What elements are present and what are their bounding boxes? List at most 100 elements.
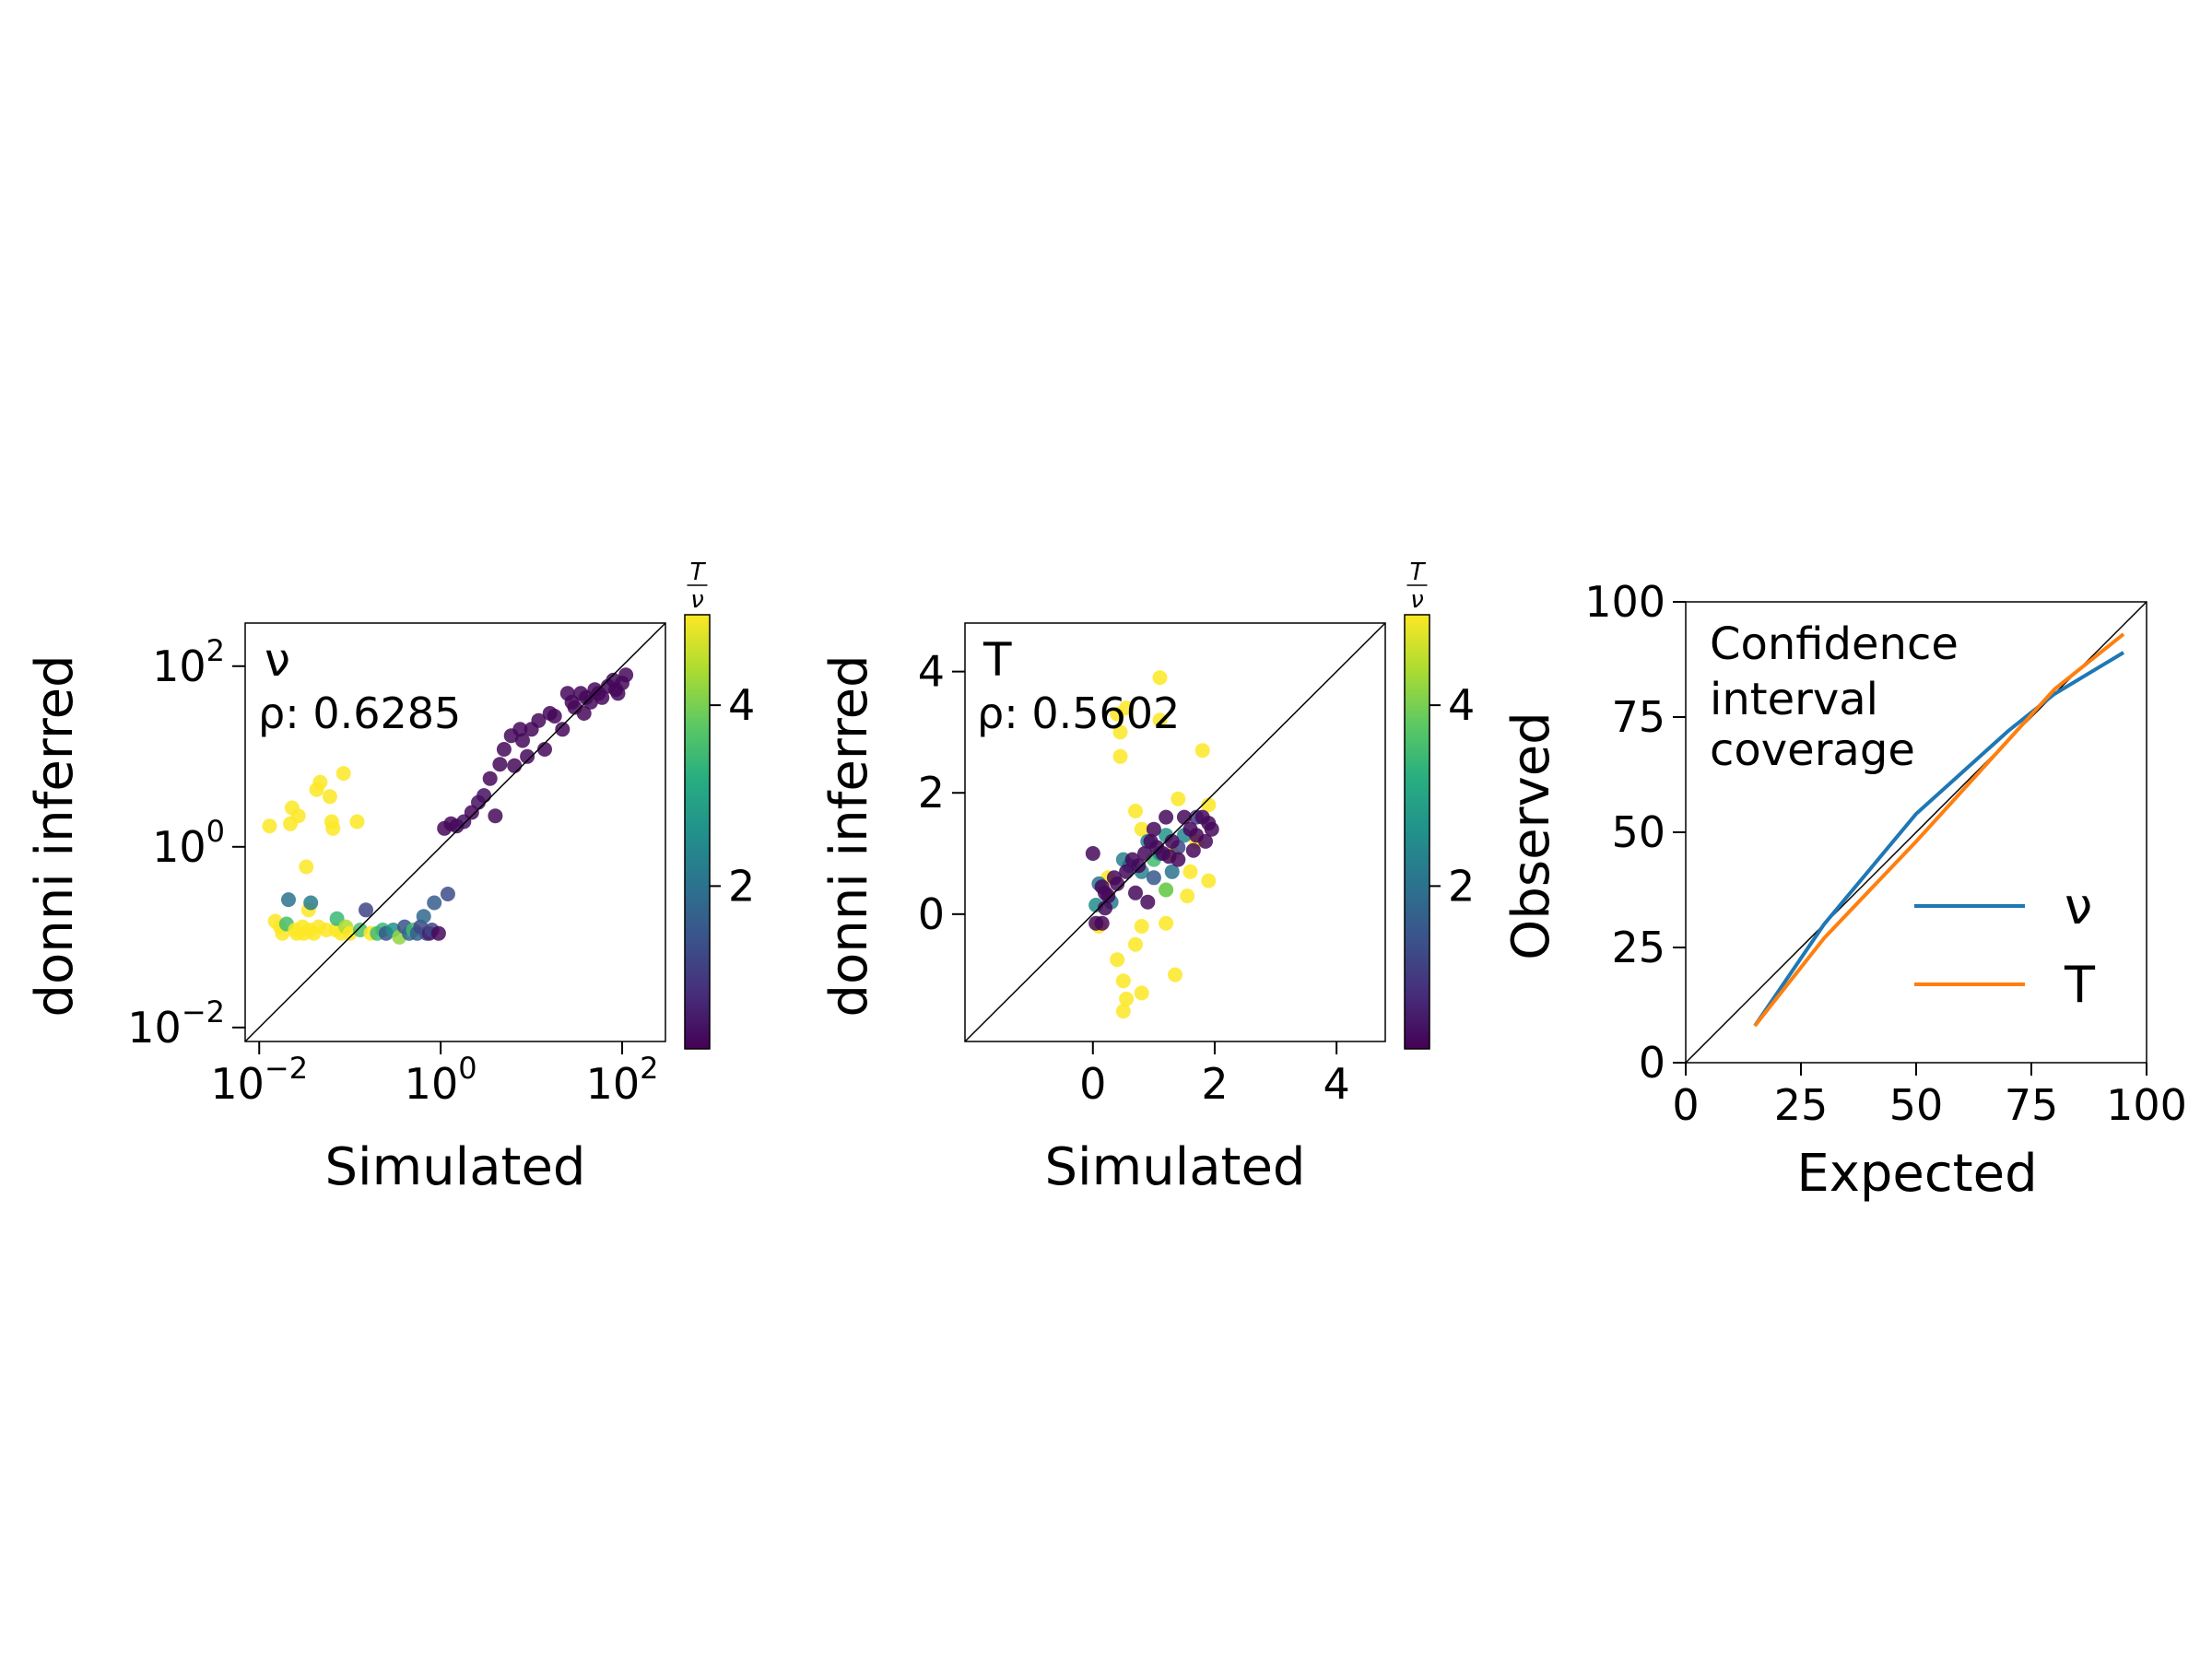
nu-plot-frame: [244, 622, 666, 1042]
coverage-title-line-3: coverage: [1710, 724, 1915, 776]
nu-scatter-point: [477, 788, 492, 804]
coverage-panel: Confidence interval coverage Expected Ob…: [1501, 577, 2187, 1204]
nu-scatter-points: [262, 667, 634, 945]
t-scatter-point: [1115, 973, 1131, 989]
nu-scatter-point: [312, 774, 328, 790]
nu-scatter-point: [335, 766, 351, 782]
t-y-axis-label: donni inferred: [819, 654, 879, 1017]
t-scatter-point: [1164, 833, 1180, 849]
coverage-series-line-t: [1753, 632, 2125, 1028]
t-x-axis-label: Simulated: [1045, 1137, 1306, 1197]
t-scatter-point: [1152, 712, 1168, 728]
nu-correlation-annotation: ρ: 0.6285: [258, 688, 461, 738]
nu-identity-line: [244, 622, 666, 1042]
t-correlation-annotation: ρ: 0.5602: [977, 688, 1180, 738]
t-scatter-point: [1119, 864, 1135, 879]
nu-scatter-point: [427, 895, 442, 911]
nu-scatter-point: [618, 667, 634, 683]
t-scatter-point: [1164, 864, 1180, 879]
nu-scatter-point: [482, 771, 498, 786]
nu-scatter-point: [281, 892, 296, 908]
nu-panel-label: ν: [265, 633, 290, 687]
nu-scatter-point: [564, 694, 580, 710]
nu-y-tick-label: 10−2: [127, 994, 225, 1053]
t-scatter-point: [1128, 936, 1143, 952]
coverage-x-tick-label: 50: [1889, 1080, 1944, 1130]
legend-label-nu: ν: [2065, 877, 2092, 935]
nu-scatter-point: [594, 689, 610, 705]
coverage-x-tick-label: 25: [1774, 1080, 1829, 1130]
nu-y-axis-label: donni inferred: [25, 654, 85, 1017]
t-scatter-point: [1088, 915, 1104, 931]
nu-scatter-point: [359, 902, 373, 918]
t-scatter-point: [1159, 915, 1174, 931]
nu-y-tick-label: 102: [152, 633, 225, 691]
t-x-tick-label: 0: [1079, 1059, 1106, 1109]
t-scatter-point: [1194, 743, 1210, 759]
t-y-tick-label: 0: [918, 889, 945, 939]
t-scatter-point: [1198, 833, 1213, 849]
t-panel-label: T: [982, 633, 1012, 687]
t-plot-frame: [964, 622, 1386, 1042]
nu-scatter-point: [537, 742, 552, 757]
coverage-y-tick-label: 50: [1611, 807, 1665, 857]
nu-scatter-point: [430, 925, 446, 941]
coverage-x-tick-label: 75: [2005, 1080, 2059, 1130]
t-scatter-points: [1085, 670, 1219, 1019]
nu-scatter-point: [303, 895, 319, 911]
t-identity-line: [964, 622, 1386, 1042]
nu-x-tick-label: 100: [405, 1051, 477, 1109]
t-scatter-point: [1201, 873, 1217, 888]
coverage-y-axis-label: Observed: [1501, 712, 1561, 959]
nu-colorbar-label-numerator: T: [690, 559, 707, 586]
t-scatter-point: [1112, 724, 1128, 740]
t-colorbar-label-denominator: ν: [1410, 586, 1424, 614]
nu-scatter-point: [576, 706, 592, 721]
t-scatter-point: [1161, 849, 1177, 865]
t-scatter-point: [1176, 809, 1192, 825]
t-scatter-point: [1146, 821, 1161, 837]
t-scatter-point: [1134, 919, 1149, 934]
coverage-y-tick-label: 100: [1584, 577, 1665, 627]
t-scatter-point: [1134, 985, 1149, 1001]
nu-y-tick-label: 100: [152, 814, 225, 872]
t-scatter-point: [1182, 864, 1198, 879]
t-scatter-point: [1171, 791, 1186, 806]
nu-scatter-point: [322, 789, 337, 805]
coverage-lines: [1685, 601, 2147, 1064]
nu-scatter-point: [520, 748, 535, 764]
coverage-y-tick-label: 25: [1611, 923, 1665, 972]
nu-x-tick-label: 10−2: [210, 1051, 308, 1109]
t-scatter-point: [1140, 894, 1156, 910]
nu-scatter-point: [488, 808, 503, 824]
t-scatter-point: [1180, 888, 1195, 904]
nu-scatter-point: [290, 808, 306, 824]
nu-colorbar-tick-label: 4: [728, 680, 755, 730]
nu-scatter-point: [416, 909, 431, 924]
nu-x-axis-label: Simulated: [325, 1137, 586, 1197]
nu-colorbar-label-denominator: ν: [690, 586, 704, 614]
t-scatter-point: [1098, 900, 1112, 916]
nu-scatter-point: [507, 758, 523, 773]
t-scatter-point: [1131, 858, 1147, 874]
t-scatter-point: [1204, 821, 1219, 837]
nu-scatter-point: [349, 814, 365, 830]
coverage-y-tick-label: 0: [1639, 1038, 1665, 1088]
t-scatter-point: [1094, 879, 1110, 895]
t-colorbar-tick-label: 2: [1448, 861, 1475, 911]
coverage-x-axis-label: Expected: [1796, 1144, 2037, 1204]
coverage-series-line-nu: [1753, 651, 2125, 1028]
nu-scatter-point: [531, 712, 547, 728]
t-scatter-point: [1134, 821, 1149, 837]
t-colorbar: 2 4 Tν: [1404, 559, 1475, 1050]
t-scatter-point: [1119, 700, 1135, 716]
t-y-tick-label: 4: [918, 647, 945, 697]
t-scatter-point: [1201, 797, 1217, 813]
t-scatter-point: [1106, 870, 1122, 886]
t-colorbar-label-numerator: T: [1410, 559, 1427, 586]
coverage-legend: νT: [1914, 877, 2096, 1014]
t-scatter-point: [1143, 833, 1159, 849]
t-scatter-point: [1185, 842, 1201, 858]
nu-scatter-point: [492, 757, 508, 772]
